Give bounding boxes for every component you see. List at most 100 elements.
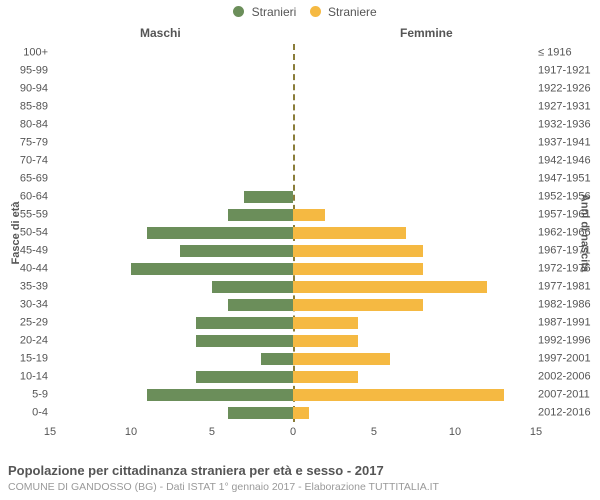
age-row <box>50 262 536 276</box>
y-tick-right: 1977-1981 <box>538 282 600 293</box>
y-tick-left: 0-4 <box>0 408 48 419</box>
y-tick-left: 80-84 <box>0 120 48 131</box>
bar-male <box>228 209 293 221</box>
bar-male <box>196 335 293 347</box>
bar-male <box>147 227 293 239</box>
legend-swatch-male <box>233 6 244 17</box>
chart-footer: Popolazione per cittadinanza straniera p… <box>8 462 592 494</box>
y-tick-left: 60-64 <box>0 192 48 203</box>
age-row <box>50 172 536 186</box>
y-tick-right: 1937-1941 <box>538 138 600 149</box>
section-title-male: Maschi <box>140 26 181 40</box>
age-row <box>50 154 536 168</box>
y-tick-right: 1952-1956 <box>538 192 600 203</box>
bar-male <box>196 371 293 383</box>
x-axis: 15105051015 <box>50 424 536 444</box>
y-tick-right: ≤ 1916 <box>538 48 600 59</box>
footer-title: Popolazione per cittadinanza straniera p… <box>8 462 592 480</box>
bar-male <box>131 263 293 275</box>
y-tick-right: 1947-1951 <box>538 174 600 185</box>
bar-male <box>228 299 293 311</box>
x-tick: 10 <box>125 426 137 438</box>
y-tick-left: 40-44 <box>0 264 48 275</box>
y-tick-right: 1957-1961 <box>538 210 600 221</box>
y-tick-right: 1987-1991 <box>538 318 600 329</box>
x-tick: 15 <box>530 426 542 438</box>
bar-female <box>293 389 504 401</box>
y-tick-right: 1922-1926 <box>538 84 600 95</box>
plot-area: Fasce di età Anni di nascita 100+95-9990… <box>0 44 600 444</box>
y-tick-right: 1932-1936 <box>538 120 600 131</box>
bar-male <box>196 317 293 329</box>
age-row <box>50 100 536 114</box>
age-row <box>50 208 536 222</box>
y-tick-left: 45-49 <box>0 246 48 257</box>
age-row <box>50 190 536 204</box>
y-tick-right: 1972-1976 <box>538 264 600 275</box>
y-tick-left: 90-94 <box>0 84 48 95</box>
bar-female <box>293 263 423 275</box>
y-tick-left: 55-59 <box>0 210 48 221</box>
age-row <box>50 46 536 60</box>
age-row <box>50 82 536 96</box>
y-tick-right: 1917-1921 <box>538 66 600 77</box>
x-tick: 15 <box>44 426 56 438</box>
y-tick-left: 5-9 <box>0 390 48 401</box>
y-tick-right: 2002-2006 <box>538 372 600 383</box>
bar-female <box>293 245 423 257</box>
bar-male <box>180 245 293 257</box>
age-row <box>50 244 536 258</box>
y-tick-right: 1927-1931 <box>538 102 600 113</box>
bar-female <box>293 209 325 221</box>
population-pyramid-chart: Stranieri Straniere Maschi Femmine Fasce… <box>0 0 600 500</box>
x-tick: 10 <box>449 426 461 438</box>
age-row <box>50 226 536 240</box>
legend-swatch-female <box>310 6 321 17</box>
footer-subtitle: COMUNE DI GANDOSSO (BG) - Dati ISTAT 1° … <box>8 480 592 494</box>
bar-male <box>244 191 293 203</box>
y-tick-left: 85-89 <box>0 102 48 113</box>
bar-male <box>147 389 293 401</box>
age-row <box>50 64 536 78</box>
age-row <box>50 136 536 150</box>
y-tick-right: 1982-1986 <box>538 300 600 311</box>
y-tick-left: 65-69 <box>0 174 48 185</box>
age-row <box>50 370 536 384</box>
y-tick-left: 20-24 <box>0 336 48 347</box>
y-tick-left: 35-39 <box>0 282 48 293</box>
bar-female <box>293 299 423 311</box>
y-tick-left: 15-19 <box>0 354 48 365</box>
y-tick-left: 75-79 <box>0 138 48 149</box>
bar-female <box>293 317 358 329</box>
y-tick-right: 1967-1971 <box>538 246 600 257</box>
y-tick-right: 2012-2016 <box>538 408 600 419</box>
x-tick: 5 <box>209 426 215 438</box>
section-titles: Maschi Femmine <box>0 26 600 44</box>
legend-label-female: Straniere <box>328 5 377 19</box>
section-title-female: Femmine <box>400 26 453 40</box>
y-tick-right: 2007-2011 <box>538 390 600 401</box>
x-tick: 5 <box>371 426 377 438</box>
bar-male <box>261 353 293 365</box>
age-row <box>50 316 536 330</box>
age-row <box>50 406 536 420</box>
y-tick-left: 95-99 <box>0 66 48 77</box>
bar-female <box>293 227 406 239</box>
chart-legend: Stranieri Straniere <box>0 0 600 26</box>
y-tick-right: 1942-1946 <box>538 156 600 167</box>
y-tick-left: 25-29 <box>0 318 48 329</box>
y-tick-left: 50-54 <box>0 228 48 239</box>
age-row <box>50 118 536 132</box>
y-tick-left: 100+ <box>0 48 48 59</box>
bar-female <box>293 281 487 293</box>
legend-label-male: Stranieri <box>252 5 297 19</box>
y-tick-left: 30-34 <box>0 300 48 311</box>
bar-female <box>293 353 390 365</box>
y-tick-left: 10-14 <box>0 372 48 383</box>
age-row <box>50 280 536 294</box>
age-row <box>50 298 536 312</box>
y-tick-right: 1997-2001 <box>538 354 600 365</box>
bar-male <box>228 407 293 419</box>
bar-female <box>293 335 358 347</box>
age-row <box>50 334 536 348</box>
